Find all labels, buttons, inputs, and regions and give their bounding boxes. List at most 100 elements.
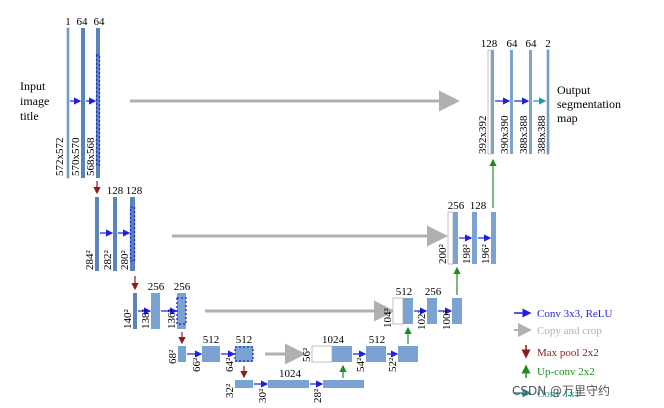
size-label: 388x388 bbox=[518, 115, 530, 154]
size-label: 570x570 bbox=[70, 137, 82, 176]
size-label: 138² bbox=[140, 309, 152, 330]
expand-level-1-blocks bbox=[487, 49, 550, 155]
channel-label: 1024 bbox=[279, 368, 302, 380]
block-27 bbox=[510, 50, 513, 154]
size-label: 140² bbox=[122, 309, 134, 330]
block-15 bbox=[268, 380, 309, 388]
block-22 bbox=[452, 298, 462, 324]
size-label: 102² bbox=[416, 310, 428, 331]
maxpool-arrows bbox=[93, 181, 248, 379]
level-2-blocks bbox=[95, 197, 136, 271]
size-label: 282² bbox=[102, 250, 114, 271]
block-28 bbox=[529, 50, 532, 154]
block-26 bbox=[491, 50, 494, 154]
block-11 bbox=[178, 346, 186, 362]
block-8 bbox=[133, 293, 137, 329]
level-1-blocks bbox=[66, 27, 101, 179]
size-label: 284² bbox=[84, 250, 96, 271]
output-label: Output segmentation map bbox=[557, 83, 621, 125]
channel-label: 256 bbox=[148, 281, 165, 293]
size-label: 196² bbox=[480, 244, 492, 265]
size-label: 392x392 bbox=[477, 116, 489, 155]
size-label: 280² bbox=[119, 250, 131, 271]
size-label: 104² bbox=[382, 308, 394, 329]
block-5 bbox=[95, 197, 99, 271]
copy-crop-arrows bbox=[130, 90, 460, 365]
channel-label: 256 bbox=[425, 286, 442, 298]
block-9 bbox=[151, 293, 160, 329]
block-1 bbox=[66, 27, 70, 179]
input-label-line3: title bbox=[20, 109, 39, 123]
block-14 bbox=[235, 380, 253, 388]
block-21 bbox=[427, 298, 437, 324]
conv-arrows bbox=[70, 97, 530, 388]
size-label: 390x390 bbox=[499, 115, 511, 154]
channel-label: 256 bbox=[448, 200, 465, 212]
block-23 bbox=[453, 212, 458, 264]
level-5-blocks bbox=[235, 380, 364, 388]
size-label: 68² bbox=[167, 349, 179, 364]
channel-label: 128 bbox=[126, 185, 143, 197]
input-label-line2: image bbox=[20, 94, 49, 108]
crop-region-2 bbox=[129, 206, 136, 262]
block-10 bbox=[177, 293, 186, 329]
output-label-line1: Output bbox=[557, 83, 591, 97]
size-label: 64² bbox=[224, 357, 236, 372]
block-7 bbox=[130, 197, 135, 271]
level-4-blocks bbox=[178, 346, 254, 362]
legend-conv1x1-label: Conv 1x1 bbox=[537, 388, 580, 400]
legend-upconv-label: Up-conv 2x2 bbox=[537, 366, 595, 378]
input-label: Input image title bbox=[20, 79, 49, 123]
size-label: 56² bbox=[301, 347, 313, 362]
output-label-line3: map bbox=[557, 111, 578, 125]
expand-level-3-blocks bbox=[392, 297, 462, 325]
size-label: 388x388 bbox=[536, 115, 548, 154]
channel-label: 128 bbox=[481, 38, 498, 50]
channel-labels: 1 64 64 128 128 256 256 512 512 1024 102… bbox=[65, 16, 551, 380]
legend-copy-label: Copy and crop bbox=[537, 325, 602, 337]
size-label: 136² bbox=[166, 309, 178, 330]
block-13 bbox=[235, 346, 253, 362]
expand-level-4-blocks bbox=[311, 345, 418, 363]
channel-label: 1 bbox=[65, 16, 71, 28]
channel-label: 512 bbox=[236, 334, 253, 346]
output-label-line2: segmentation bbox=[557, 97, 621, 111]
block-12 bbox=[202, 346, 220, 362]
size-label: 30² bbox=[257, 388, 269, 403]
block-25 bbox=[491, 212, 496, 264]
size-label: 32² bbox=[224, 383, 236, 398]
expand-level-2-blocks bbox=[447, 211, 496, 265]
block-2 bbox=[81, 28, 85, 178]
copied-block-4 bbox=[311, 345, 333, 363]
size-label: 100² bbox=[441, 310, 453, 331]
channel-label: 128 bbox=[107, 185, 124, 197]
channel-label: 1024 bbox=[322, 334, 345, 346]
size-label: 52² bbox=[387, 357, 399, 372]
block-6 bbox=[113, 197, 117, 271]
block-29 bbox=[546, 49, 550, 155]
crop-region-1 bbox=[95, 54, 101, 166]
watermark: CSDN @万里守约 bbox=[512, 383, 610, 398]
size-label: 568x568 bbox=[85, 137, 97, 176]
legend: Conv 3x3, ReLU Copy and crop Max pool 2x… bbox=[514, 308, 613, 400]
size-label: 198² bbox=[461, 244, 473, 265]
block-18 bbox=[366, 346, 386, 362]
channel-label: 64 bbox=[507, 38, 519, 50]
block-24 bbox=[472, 212, 477, 264]
legend-pool-label: Max pool 2x2 bbox=[537, 347, 599, 359]
size-label: 200² bbox=[437, 244, 449, 265]
channel-label: 64 bbox=[526, 38, 538, 50]
upconv-arrows bbox=[339, 158, 497, 378]
channel-label: 512 bbox=[396, 286, 413, 298]
channel-label: 512 bbox=[203, 334, 220, 346]
size-label: 28² bbox=[312, 388, 324, 403]
copied-block-3 bbox=[392, 297, 404, 325]
channel-label: 2 bbox=[545, 38, 551, 50]
block-3 bbox=[96, 28, 100, 178]
channel-label: 256 bbox=[174, 281, 191, 293]
block-20 bbox=[403, 298, 413, 324]
input-label-line1: Input bbox=[20, 79, 46, 93]
block-17 bbox=[332, 346, 352, 362]
channel-label: 64 bbox=[77, 16, 89, 28]
